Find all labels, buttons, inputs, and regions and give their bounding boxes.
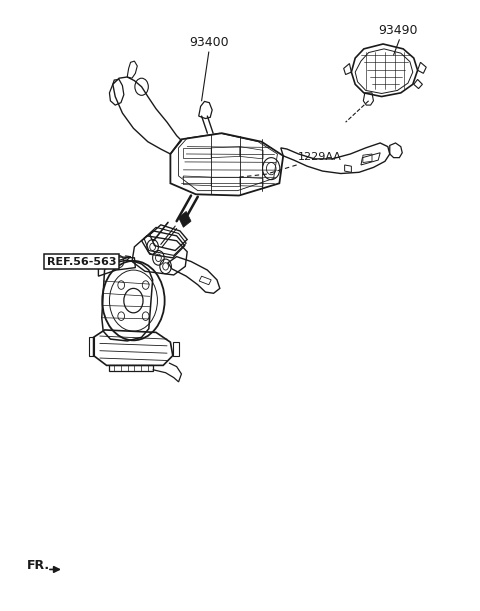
- Text: REF.56-563: REF.56-563: [47, 257, 116, 266]
- Text: 93400: 93400: [189, 36, 228, 49]
- Polygon shape: [179, 211, 191, 227]
- Text: FR.: FR.: [26, 558, 49, 572]
- Text: 1229AA: 1229AA: [298, 152, 341, 162]
- Text: 93490: 93490: [379, 24, 418, 37]
